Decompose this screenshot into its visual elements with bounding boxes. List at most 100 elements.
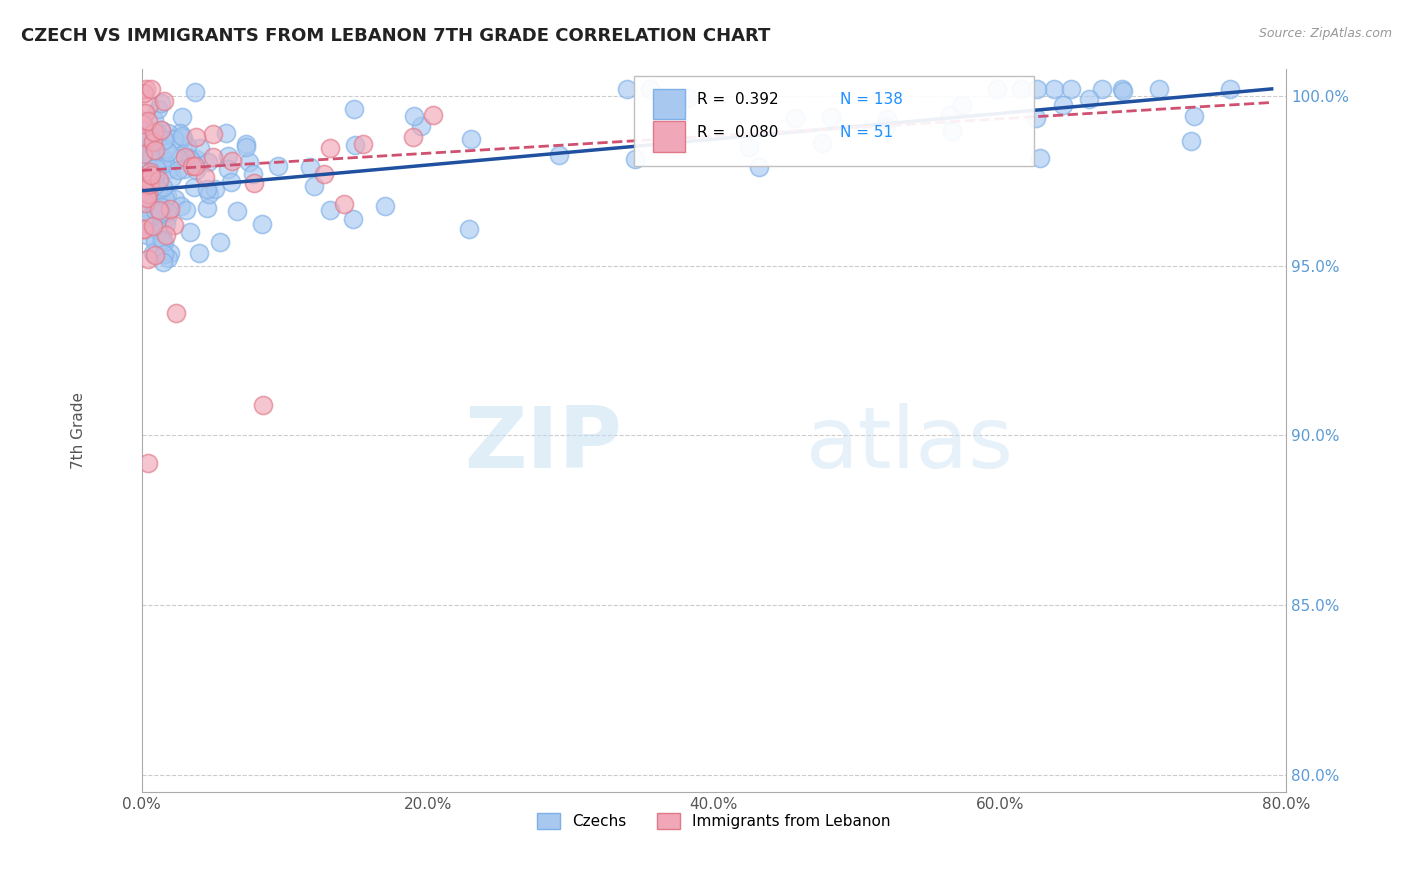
Point	[136, 131, 159, 145]
Point	[157, 145, 180, 160]
Point	[180, 153, 202, 168]
Point	[143, 178, 166, 192]
Point	[146, 144, 169, 158]
Point	[146, 126, 169, 140]
Point	[143, 168, 166, 182]
Text: Source: ZipAtlas.com: Source: ZipAtlas.com	[1258, 27, 1392, 40]
Point	[748, 161, 770, 175]
Point	[352, 137, 374, 152]
Text: CZECH VS IMMIGRANTS FROM LEBANON 7TH GRADE CORRELATION CHART: CZECH VS IMMIGRANTS FROM LEBANON 7TH GRA…	[21, 27, 770, 45]
Point	[136, 184, 159, 198]
Point	[152, 235, 174, 249]
Point	[132, 147, 155, 161]
Point	[165, 305, 187, 319]
Point	[304, 179, 326, 194]
Point	[187, 246, 209, 260]
Point	[250, 217, 273, 231]
Point	[242, 167, 264, 181]
Point	[252, 398, 274, 412]
Point	[139, 169, 162, 183]
Point	[298, 161, 321, 175]
Point	[202, 127, 225, 141]
Point	[314, 167, 336, 181]
Point	[136, 191, 159, 205]
Point	[402, 129, 425, 144]
Point	[1060, 82, 1083, 96]
Point	[195, 202, 218, 216]
Point	[1029, 151, 1052, 165]
Point	[188, 141, 211, 155]
Point	[149, 122, 172, 136]
Point	[134, 196, 156, 211]
Point	[820, 111, 842, 125]
Point	[135, 82, 157, 96]
Point	[142, 189, 165, 203]
Point	[662, 135, 685, 149]
Point	[153, 133, 176, 147]
Point	[155, 228, 177, 243]
Point	[132, 117, 155, 131]
Point	[157, 204, 180, 219]
Text: atlas: atlas	[806, 403, 1014, 486]
Point	[319, 141, 342, 155]
Point	[342, 211, 364, 226]
Y-axis label: 7th Grade: 7th Grade	[72, 392, 86, 468]
Text: R =  0.392: R = 0.392	[697, 92, 779, 107]
Point	[155, 142, 177, 156]
Point	[163, 219, 186, 233]
Point	[173, 161, 195, 176]
Point	[135, 123, 157, 137]
Point	[141, 217, 163, 231]
Text: ZIP: ZIP	[464, 403, 623, 486]
Point	[243, 176, 266, 190]
Point	[177, 150, 200, 164]
Point	[138, 98, 160, 112]
Point	[148, 223, 170, 237]
Point	[139, 194, 162, 209]
Point	[135, 227, 157, 242]
Point	[219, 175, 242, 189]
Point	[149, 123, 172, 137]
Point	[811, 136, 834, 151]
Point	[738, 140, 761, 154]
Point	[333, 197, 356, 211]
Point	[132, 222, 155, 236]
Point	[152, 227, 174, 241]
Point	[159, 162, 181, 177]
Point	[201, 151, 224, 165]
Point	[134, 135, 156, 149]
Point	[422, 107, 444, 121]
Point	[169, 126, 191, 140]
Point	[152, 152, 174, 166]
Point	[221, 153, 243, 168]
Point	[184, 162, 207, 177]
Point	[136, 128, 159, 143]
Point	[1147, 82, 1170, 96]
Text: N = 138: N = 138	[839, 92, 903, 107]
Point	[1052, 98, 1074, 112]
Point	[194, 169, 217, 184]
Point	[215, 126, 238, 140]
Point	[142, 136, 165, 150]
Text: N = 51: N = 51	[839, 125, 893, 140]
Point	[136, 456, 159, 470]
Point	[184, 130, 207, 145]
Point	[460, 131, 482, 145]
Point	[950, 98, 973, 112]
Point	[139, 82, 162, 96]
Point	[319, 202, 342, 217]
Point	[142, 245, 165, 260]
Text: R =  0.080: R = 0.080	[697, 125, 778, 140]
Point	[142, 112, 165, 127]
Point	[132, 150, 155, 164]
Bar	[654, 121, 685, 152]
Point	[135, 178, 157, 192]
Point	[156, 211, 179, 225]
FancyBboxPatch shape	[634, 76, 1035, 166]
Point	[457, 221, 479, 235]
Point	[132, 169, 155, 184]
Point	[167, 163, 190, 178]
Point	[184, 160, 207, 174]
Point	[157, 251, 180, 265]
Point	[876, 112, 898, 126]
